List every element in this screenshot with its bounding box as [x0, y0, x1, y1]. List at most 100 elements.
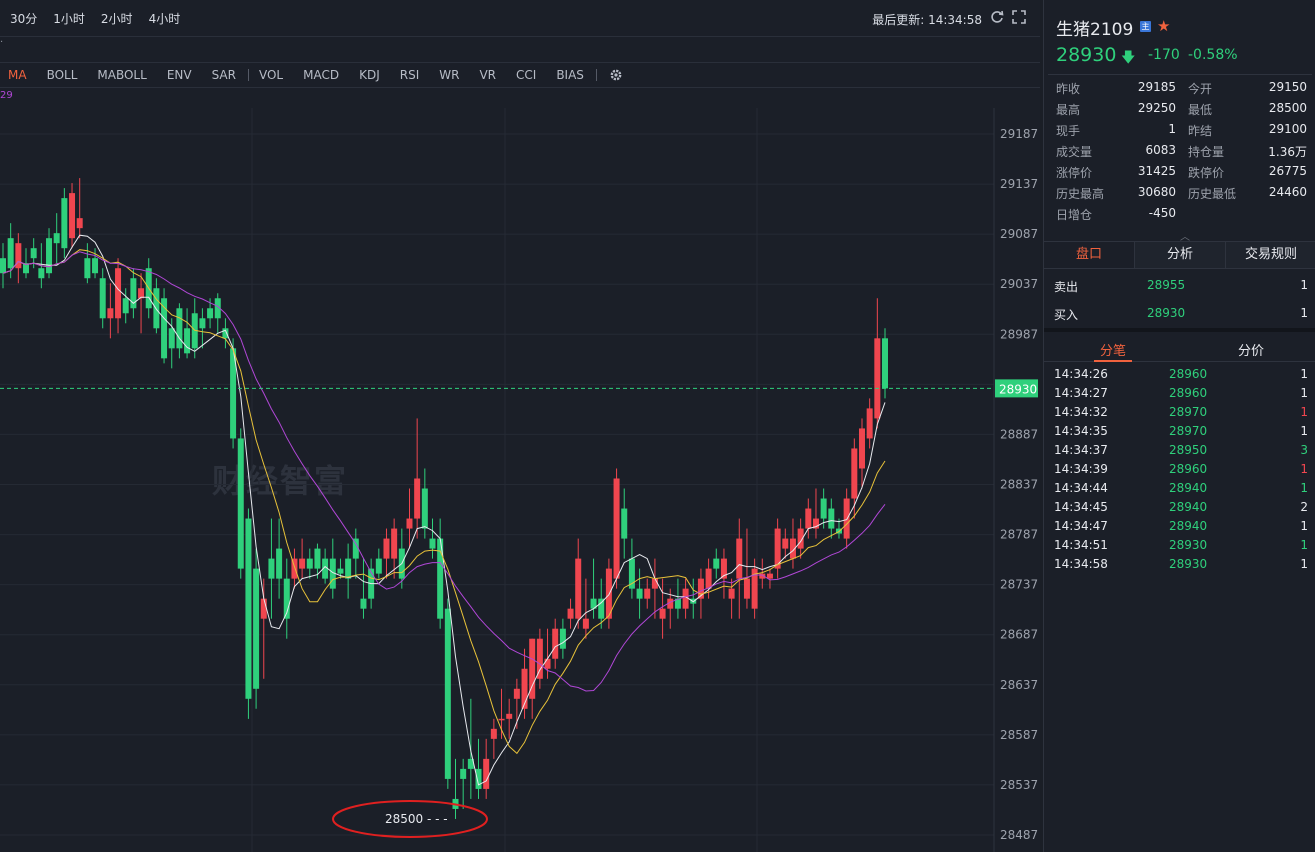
highlight-ellipse [332, 799, 488, 838]
stat-value: 29185 [1137, 80, 1176, 94]
period-30min[interactable]: 30分 [10, 11, 38, 26]
candle-body [375, 558, 382, 574]
candle-body [567, 608, 574, 619]
current-price-label: 28930 [999, 382, 1037, 396]
indicator-cci[interactable]: CCI [516, 68, 537, 82]
y-tick-label: 29137 [1000, 177, 1038, 191]
tab-trading-rules[interactable]: 交易规则 [1226, 242, 1315, 268]
ma10-line [2, 249, 886, 755]
tick-row: 14:34:26 28960 1 [1044, 365, 1315, 384]
candle-body [283, 578, 290, 619]
y-tick-label: 29187 [1000, 127, 1038, 141]
candle-body [483, 758, 490, 789]
price-change: -170 [1148, 47, 1180, 63]
candle-body [92, 258, 99, 274]
candle-body [30, 248, 37, 259]
star-icon[interactable]: ★ [1157, 17, 1171, 35]
quote-panel: 生猪2109 主 ★ 28930 🡇 -170 -0.58% 昨收 29185 今开… [1043, 0, 1315, 852]
y-tick-label: 29037 [1000, 277, 1038, 291]
indicator-rsi[interactable]: RSI [399, 68, 420, 82]
tick-qty: 1 [1300, 481, 1308, 495]
indicator-bar: MA BOLL MABOLL ENV SAR VOL MACD KDJ RSI … [0, 62, 1040, 88]
candle-body [467, 758, 474, 769]
tick-price: 28930 [1169, 538, 1208, 552]
tick-time: 14:34:26 [1054, 367, 1108, 381]
ask-price: 28955 [1147, 278, 1186, 292]
candle-body [237, 438, 244, 569]
candle-body [299, 558, 306, 569]
candle-body [15, 243, 22, 269]
tick-time: 14:34:27 [1054, 386, 1108, 400]
candle-body [674, 598, 681, 609]
chevron-up-icon[interactable]: ︿ [1180, 232, 1190, 243]
y-tick-label: 29087 [1000, 227, 1038, 241]
candle-body [513, 688, 520, 699]
indicator-ma[interactable]: MA [8, 68, 27, 82]
fullscreen-icon[interactable] [1012, 10, 1026, 24]
stats-divider [1048, 74, 1312, 75]
tab-ticks[interactable]: 分笔 [1100, 344, 1127, 359]
candlestick-chart[interactable]: 2918729137290872903728987289372888728837… [0, 108, 1040, 852]
candle-body [828, 508, 835, 529]
tab-price-distribution[interactable]: 分价 [1238, 344, 1265, 359]
candle-body [444, 608, 451, 779]
stat-value: 28500 [1268, 101, 1307, 115]
candle-body [421, 488, 428, 529]
tick-row: 14:34:27 28960 1 [1044, 384, 1315, 403]
y-tick-label: 28987 [1000, 327, 1038, 341]
y-tick-label: 28687 [1000, 628, 1038, 642]
tick-row: 14:34:45 28940 2 [1044, 498, 1315, 517]
candle-body [590, 598, 597, 609]
bid-price: 28930 [1147, 306, 1186, 320]
indicator-maboll[interactable]: MABOLL [97, 68, 147, 82]
candle-body [345, 558, 352, 579]
indicator-macd[interactable]: MACD [303, 68, 340, 82]
candle-body [789, 538, 796, 559]
tab-analysis[interactable]: 分析 [1135, 242, 1226, 268]
period-1hour[interactable]: 1小时 [53, 11, 85, 26]
indicator-vr[interactable]: VR [479, 68, 497, 82]
candle-body [697, 578, 704, 599]
indicator-vol[interactable]: VOL [258, 68, 284, 82]
candle-body [651, 578, 658, 589]
ma20-line [2, 251, 886, 692]
order-book-bid: 买入 28930 1 [1044, 299, 1315, 327]
y-tick-label: 28737 [1000, 578, 1038, 592]
candle-body [23, 263, 30, 274]
indicator-env[interactable]: ENV [166, 68, 192, 82]
stat-label: 涨停价 [1056, 166, 1093, 180]
indicator-sar[interactable]: SAR [211, 68, 236, 82]
symbol-title: 生猪2109 [1056, 20, 1134, 40]
tick-qty: 1 [1300, 424, 1308, 438]
period-2hour[interactable]: 2小时 [100, 11, 133, 26]
candle-body [644, 588, 651, 599]
main-contract-badge: 主 [1140, 21, 1151, 32]
stat-value: 6083 [1145, 143, 1176, 157]
candle-body [352, 538, 359, 559]
candle-body [406, 518, 413, 529]
refresh-icon[interactable] [990, 10, 1004, 24]
tick-row: 14:34:58 28930 1 [1044, 555, 1315, 574]
indicator-kdj[interactable]: KDJ [359, 68, 380, 82]
y-tick-label: 28487 [1000, 828, 1038, 842]
indicator-wr[interactable]: WR [439, 68, 460, 82]
candle-body [582, 618, 589, 629]
indicator-bias[interactable]: BIAS [556, 68, 584, 82]
candle-body [69, 193, 76, 239]
indicator-boll[interactable]: BOLL [46, 68, 78, 82]
candle-body [529, 638, 536, 699]
candle-body [0, 258, 6, 274]
gear-icon[interactable] [609, 68, 623, 82]
candle-body [84, 258, 91, 279]
tick-row: 14:34:51 28930 1 [1044, 536, 1315, 555]
tab-order-book[interactable]: 盘口 [1044, 242, 1135, 268]
panel-tabs: 盘口 分析 交易规则 [1044, 241, 1315, 269]
tick-qty: 1 [1300, 462, 1308, 476]
tick-price: 28940 [1169, 519, 1208, 533]
indicator-divider [595, 69, 597, 81]
chart-panel: 30分 1小时 2小时 4小时 最后更新: 14:34:58 · MA BOLL… [0, 10, 1040, 852]
tick-qty: 3 [1300, 443, 1308, 457]
candle-body [774, 528, 781, 569]
period-4hour[interactable]: 4小时 [148, 11, 181, 26]
stat-value: 29250 [1137, 101, 1176, 115]
